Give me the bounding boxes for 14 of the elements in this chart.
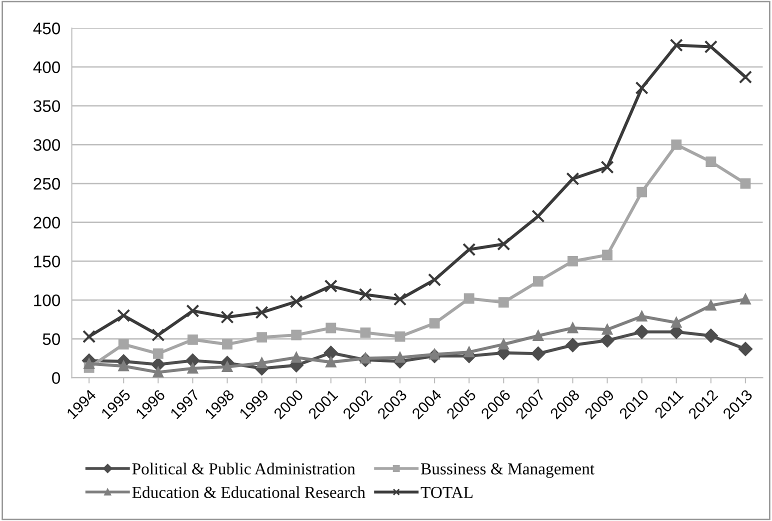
y-tick-label: 50 <box>42 333 60 346</box>
y-tick-label: 300 <box>34 139 60 151</box>
legend-label: Political & Public Administration <box>132 462 356 474</box>
y-tick-label: 0 <box>52 372 60 384</box>
y-tick-label: 100 <box>34 294 60 306</box>
legend-label: Education & Educational Research <box>132 486 366 498</box>
y-tick-label: 350 <box>34 100 60 112</box>
legend-label: Bussiness & Management <box>420 463 594 478</box>
legend-label: TOTAL <box>420 486 472 498</box>
y-tick-label: 250 <box>34 178 60 190</box>
y-tick-label: 150 <box>34 256 60 268</box>
y-tick-label: 200 <box>34 216 60 229</box>
y-tick-label: 400 <box>33 61 60 74</box>
y-tick-label: 450 <box>33 22 60 34</box>
